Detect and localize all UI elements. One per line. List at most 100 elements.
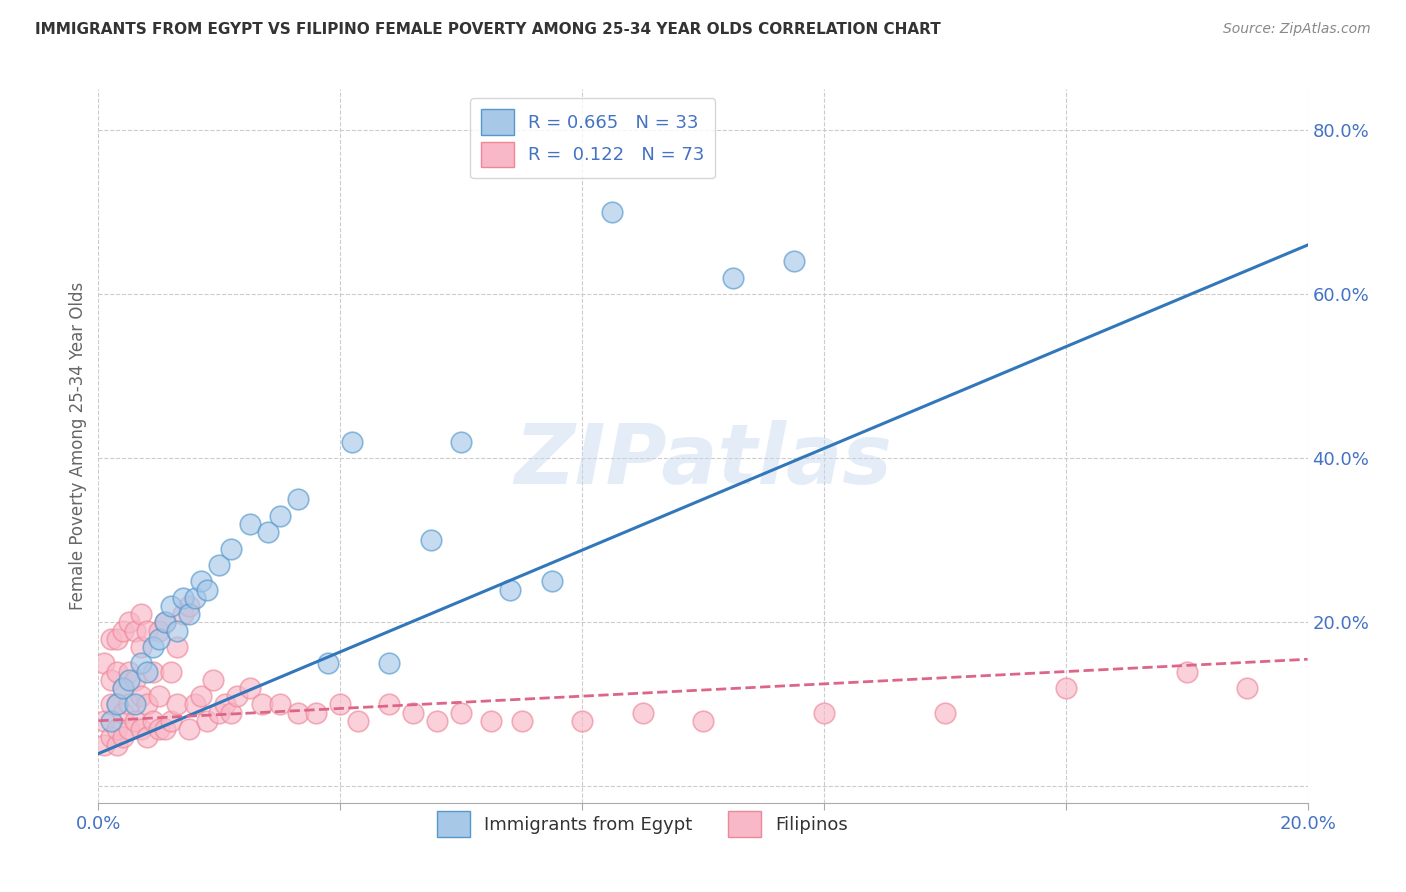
Point: [269, 698, 291, 712]
Point: [420, 533, 443, 548]
Point: [105, 698, 128, 712]
Point: [172, 591, 194, 605]
Point: [118, 665, 141, 679]
Point: [148, 722, 170, 736]
Point: [129, 607, 152, 622]
Point: [111, 681, 134, 695]
Point: [239, 681, 262, 695]
Point: [498, 582, 520, 597]
Point: [287, 492, 309, 507]
Point: [179, 607, 201, 622]
Point: [305, 706, 328, 720]
Point: [160, 665, 183, 679]
Point: [118, 722, 141, 736]
Point: [184, 591, 207, 605]
Text: ZIPatlas: ZIPatlas: [515, 420, 891, 500]
Point: [329, 698, 352, 712]
Point: [377, 698, 399, 712]
Point: [148, 624, 170, 638]
Point: [166, 698, 188, 712]
Point: [172, 607, 194, 622]
Point: [166, 640, 188, 654]
Point: [105, 698, 128, 712]
Point: [450, 706, 472, 720]
Point: [208, 706, 231, 720]
Point: [934, 706, 956, 720]
Point: [783, 254, 806, 268]
Legend: Immigrants from Egypt, Filipinos: Immigrants from Egypt, Filipinos: [430, 804, 855, 844]
Point: [129, 640, 152, 654]
Point: [153, 615, 176, 630]
Point: [813, 706, 835, 720]
Point: [221, 541, 243, 556]
Point: [135, 624, 157, 638]
Point: [105, 739, 128, 753]
Point: [124, 624, 146, 638]
Point: [723, 270, 745, 285]
Point: [100, 632, 122, 646]
Point: [124, 714, 146, 728]
Point: [111, 624, 134, 638]
Point: [426, 714, 449, 728]
Point: [256, 525, 278, 540]
Point: [100, 730, 122, 744]
Point: [129, 689, 152, 703]
Y-axis label: Female Poverty Among 25-34 Year Olds: Female Poverty Among 25-34 Year Olds: [69, 282, 87, 610]
Point: [118, 698, 141, 712]
Point: [105, 665, 128, 679]
Point: [166, 624, 188, 638]
Point: [250, 698, 273, 712]
Point: [111, 681, 134, 695]
Point: [571, 714, 593, 728]
Point: [100, 698, 122, 712]
Point: [347, 714, 370, 728]
Point: [221, 706, 243, 720]
Point: [118, 615, 141, 630]
Point: [184, 698, 207, 712]
Point: [631, 706, 654, 720]
Point: [269, 508, 291, 523]
Point: [153, 615, 176, 630]
Point: [202, 673, 225, 687]
Point: [1175, 665, 1198, 679]
Point: [142, 640, 165, 654]
Point: [377, 657, 399, 671]
Point: [179, 599, 201, 613]
Point: [195, 714, 218, 728]
Point: [105, 632, 128, 646]
Point: [342, 434, 364, 449]
Point: [148, 689, 170, 703]
Point: [142, 665, 165, 679]
Point: [1236, 681, 1258, 695]
Point: [129, 657, 152, 671]
Point: [316, 657, 339, 671]
Point: [239, 516, 262, 531]
Point: [124, 698, 146, 712]
Point: [135, 698, 157, 712]
Point: [124, 673, 146, 687]
Text: IMMIGRANTS FROM EGYPT VS FILIPINO FEMALE POVERTY AMONG 25-34 YEAR OLDS CORRELATI: IMMIGRANTS FROM EGYPT VS FILIPINO FEMALE…: [35, 22, 941, 37]
Point: [602, 205, 624, 219]
Point: [93, 739, 115, 753]
Point: [142, 714, 165, 728]
Point: [510, 714, 533, 728]
Point: [450, 434, 472, 449]
Point: [208, 558, 231, 572]
Point: [179, 722, 201, 736]
Point: [402, 706, 425, 720]
Point: [153, 722, 176, 736]
Point: [160, 599, 183, 613]
Point: [190, 574, 212, 589]
Point: [692, 714, 714, 728]
Point: [135, 730, 157, 744]
Point: [111, 730, 134, 744]
Point: [148, 632, 170, 646]
Point: [118, 673, 141, 687]
Point: [287, 706, 309, 720]
Point: [540, 574, 562, 589]
Text: Source: ZipAtlas.com: Source: ZipAtlas.com: [1223, 22, 1371, 37]
Point: [111, 706, 134, 720]
Point: [135, 665, 157, 679]
Point: [481, 714, 503, 728]
Point: [129, 722, 152, 736]
